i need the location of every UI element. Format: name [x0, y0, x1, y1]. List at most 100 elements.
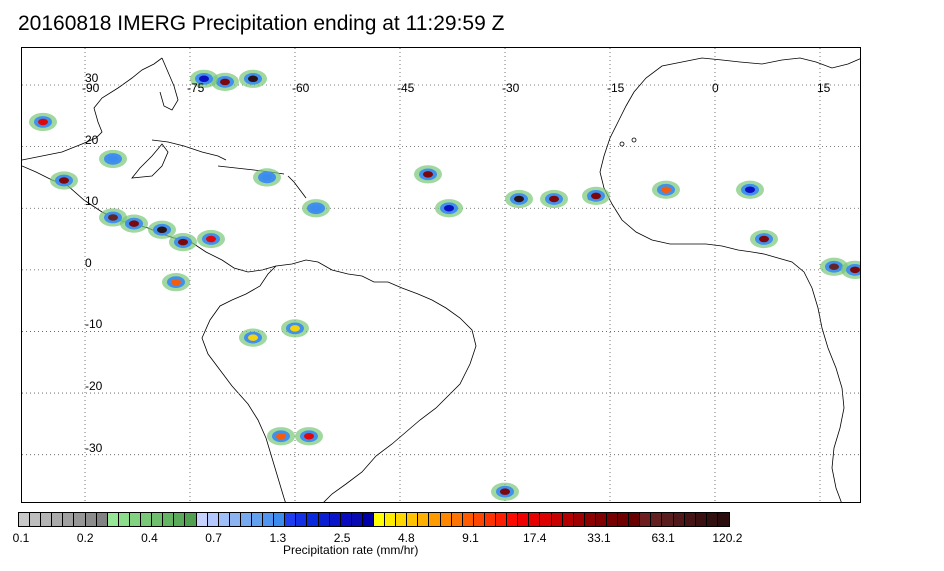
colorbar-swatch [662, 513, 674, 526]
precip-cell [38, 118, 48, 126]
colorbar-swatch [540, 513, 552, 526]
colorbar-swatch [74, 513, 86, 526]
precip-cell [108, 155, 118, 163]
precip-cell [290, 325, 300, 332]
colorbar-swatch [551, 513, 563, 526]
colorbar-swatch [374, 513, 386, 526]
latitude-label: 20 [85, 132, 99, 147]
longitude-label: -15 [607, 81, 625, 95]
colorbar-swatch [618, 513, 630, 526]
map-canvas [22, 48, 860, 502]
colorbar-swatch [196, 513, 208, 526]
colorbar-swatch [407, 513, 419, 526]
longitude-label: -30 [502, 81, 520, 95]
colorbar-swatch [562, 513, 574, 526]
colorbar-swatch [351, 513, 363, 526]
colorbar-tick-label: 17.4 [523, 531, 547, 545]
precip-cell [829, 263, 839, 271]
colorbar-tick-label: 4.8 [397, 531, 415, 545]
colorbar-swatch [185, 513, 197, 526]
colorbar-swatch [451, 513, 463, 526]
longitude-label: -90 [82, 81, 100, 95]
colorbar-swatch [329, 513, 341, 526]
colorbar-swatch [518, 513, 530, 526]
colorbar-swatch [584, 513, 596, 526]
colorbar-tick-label: 9.1 [462, 531, 479, 545]
precip-cell [206, 235, 216, 243]
colorbar-swatch [318, 513, 330, 526]
colorbar-tick-label: 0.2 [76, 531, 94, 545]
colorbar-swatch [473, 513, 485, 526]
colorbar-tick-label: 1.3 [269, 531, 287, 545]
colorbar-swatch [529, 513, 541, 526]
precip-cell [129, 220, 139, 227]
colorbar-swatch [629, 513, 641, 526]
colorbar-swatch [440, 513, 452, 526]
precipitation-map: -90 -75 -60 -45 -30 -15 0 15 30 20 10 0 -10 -20 -30 [21, 47, 861, 503]
colorbar-swatch [462, 513, 474, 526]
colorbar-swatch [307, 513, 319, 526]
colorbar-swatch [429, 513, 441, 526]
precip-cell [59, 177, 69, 184]
precip-cell [276, 432, 286, 440]
colorbar-swatch [96, 513, 108, 526]
colorbar-swatch [174, 513, 186, 526]
precipitation-layer [29, 69, 860, 501]
colorbar-tick-label: 2.5 [333, 531, 351, 545]
precip-cell [514, 195, 524, 203]
colorbar-swatch [30, 513, 42, 526]
precip-cell [759, 235, 769, 243]
colorbar-swatch [274, 513, 286, 526]
precip-cell [661, 186, 671, 193]
colorbar-swatch [573, 513, 585, 526]
latitude-label: 30 [85, 70, 99, 85]
precip-cell [311, 204, 321, 212]
colorbar-swatch [152, 513, 164, 526]
precip-cell [500, 488, 510, 495]
colorbar-tick-label: 63.1 [651, 531, 675, 545]
colorbar-swatch [496, 513, 508, 526]
colorbar-swatch [240, 513, 252, 526]
colorbar-swatch [695, 513, 707, 526]
colorbar-swatch [285, 513, 297, 526]
colorbar-swatch [684, 513, 696, 526]
latitude-label: 10 [85, 194, 99, 209]
colorbar-swatch [85, 513, 97, 526]
colorbar-swatch [484, 513, 497, 526]
latitude-label: 0 [85, 255, 92, 270]
colorbar-swatch [251, 513, 264, 526]
precip-cell [248, 75, 258, 83]
colorbar-swatch [717, 513, 729, 526]
colorbar-swatch [141, 513, 153, 526]
colorbar-swatch [606, 513, 619, 526]
colorbar-tick-label: 0.4 [141, 531, 158, 545]
colorbar-swatch [396, 513, 408, 526]
colorbar-swatch [229, 513, 241, 526]
colorbar-swatch [418, 513, 430, 526]
colorbar-swatch [296, 513, 308, 526]
precip-cell [108, 214, 118, 221]
colorbar-swatch [207, 513, 219, 526]
latitude-label: -30 [85, 440, 103, 455]
page-title: 20160818 IMERG Precipitation ending at 1… [18, 12, 505, 35]
colorbar-swatch [263, 513, 275, 526]
precip-cell [248, 334, 258, 341]
colorbar-tick-label: 120.2 [712, 531, 743, 545]
precip-cell [850, 266, 860, 274]
graticule [22, 48, 860, 502]
precip-cell [549, 195, 559, 203]
colorbar-swatch [41, 513, 53, 526]
longitude-label: -45 [397, 81, 415, 95]
colorbar-swatch [362, 513, 374, 526]
colorbar-swatch [706, 513, 718, 526]
colorbar-swatch [507, 513, 519, 526]
precip-cell [157, 226, 167, 234]
colorbar-swatch [673, 513, 685, 526]
coastlines [22, 57, 860, 502]
latitude-label: -10 [85, 317, 103, 332]
colorbar-swatch [218, 513, 230, 526]
colorbar-label: Precipitation rate (mm/hr) [283, 543, 419, 557]
longitude-label: -60 [292, 81, 310, 95]
longitude-label: 15 [817, 81, 831, 95]
colorbar-swatch [107, 513, 119, 526]
